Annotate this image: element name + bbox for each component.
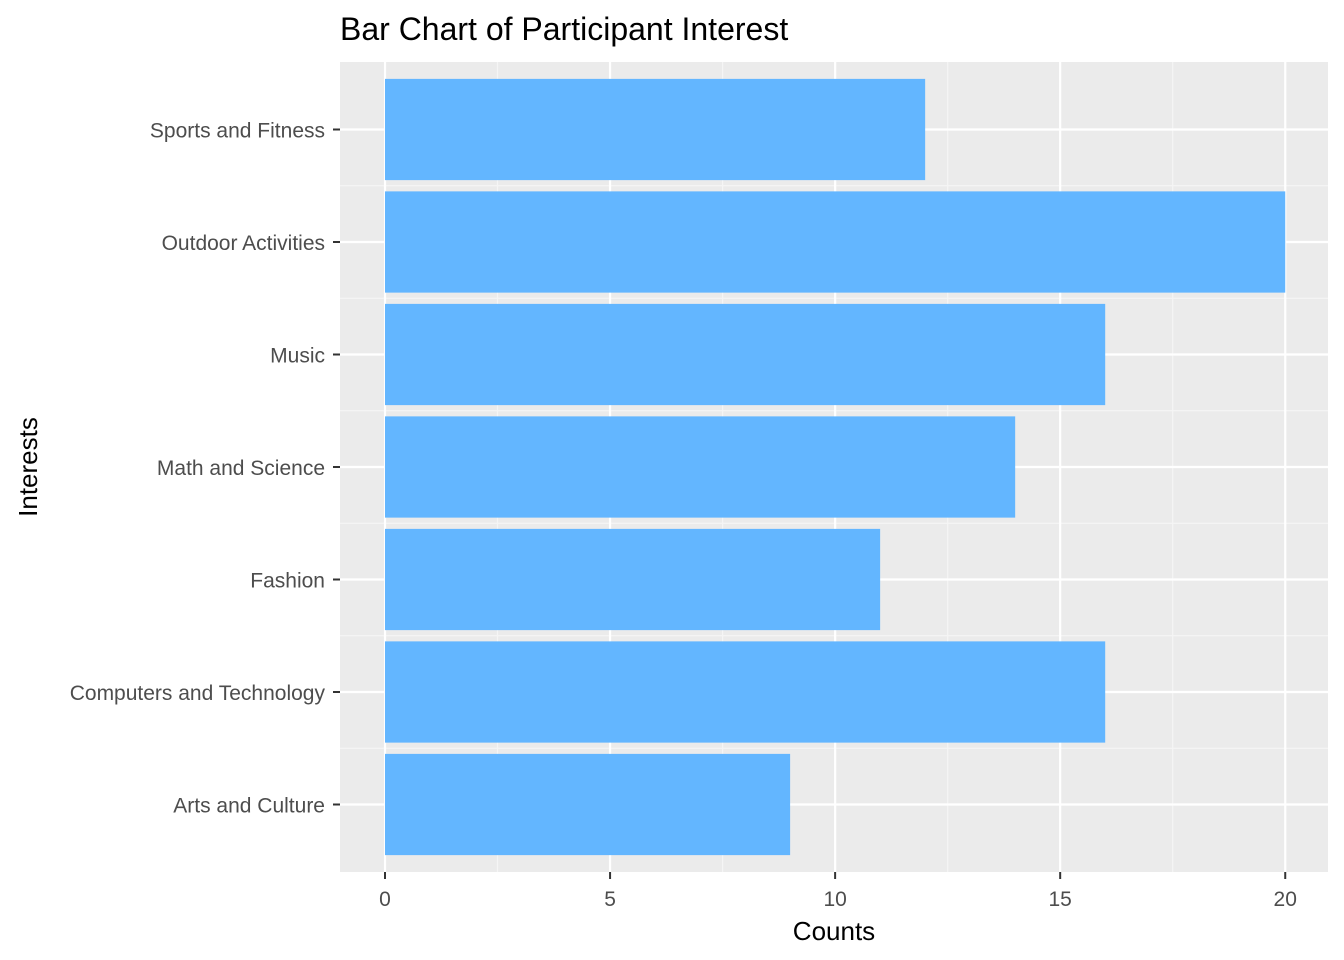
x-tick-label: 5 bbox=[604, 888, 616, 911]
chart-title: Bar Chart of Participant Interest bbox=[340, 11, 788, 47]
x-tick-label: 0 bbox=[379, 888, 391, 911]
x-axis: 0 5 10 15 20 bbox=[379, 872, 1297, 911]
bars bbox=[385, 78, 1286, 856]
x-axis-title: Counts bbox=[793, 916, 875, 946]
bar bbox=[385, 753, 791, 856]
y-tick-label: Music bbox=[270, 345, 325, 368]
y-tick-label: Sports and Fitness bbox=[150, 120, 325, 143]
y-axis: Arts and Culture Computers and Technology… bbox=[70, 120, 340, 818]
bar bbox=[385, 191, 1286, 293]
x-tick-label: 15 bbox=[1049, 888, 1072, 911]
y-tick-label: Outdoor Activities bbox=[162, 232, 325, 255]
bar bbox=[385, 78, 926, 181]
y-tick-label: Computers and Technology bbox=[70, 682, 326, 705]
bar bbox=[385, 528, 881, 631]
y-tick-label: Fashion bbox=[250, 570, 325, 593]
y-axis-title: Interests bbox=[13, 417, 43, 517]
x-tick-label: 10 bbox=[823, 888, 846, 911]
bar bbox=[385, 303, 1106, 406]
bar bbox=[385, 416, 1016, 518]
bar bbox=[385, 641, 1106, 743]
y-tick-label: Math and Science bbox=[157, 457, 325, 480]
y-tick-label: Arts and Culture bbox=[173, 795, 325, 818]
x-tick-label: 20 bbox=[1274, 888, 1297, 911]
